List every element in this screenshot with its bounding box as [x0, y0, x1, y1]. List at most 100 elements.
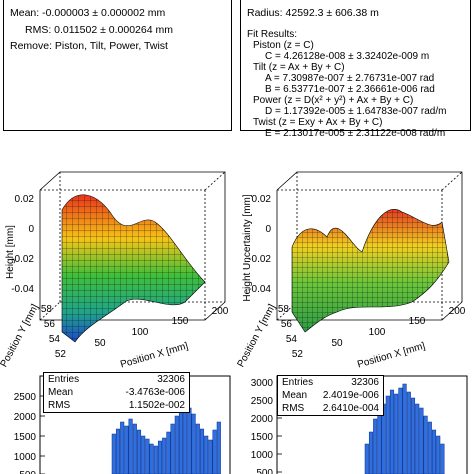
histogram-bar: [132, 423, 137, 474]
histogram-bar: [115, 428, 121, 474]
histogram-bar: [398, 387, 403, 474]
tilt-b: B = 6.53771e-007 ± 2.36661e-006 rad: [265, 84, 435, 95]
histogram-bar: [157, 440, 163, 474]
histogram-bar: [427, 421, 432, 474]
histogram-bar: [440, 443, 445, 474]
histogram-bar: [419, 407, 424, 474]
radius-text: Radius: 42592.3 ± 606.38 m: [247, 7, 379, 19]
x-axis-label: Position X [mm]: [356, 341, 427, 371]
y-tick: 1500: [251, 432, 274, 443]
histogram-right-canvas: 3000 2500 2000 1500 1000 500: [251, 375, 468, 474]
y-tick: 2500: [14, 392, 37, 403]
y-tick: 1000: [251, 450, 274, 461]
histogram-bar: [373, 418, 378, 474]
hist-stats-box: Entries 32306 Mean 2.4019e-006 RMS 2.641…: [277, 375, 384, 416]
z-axis-ticks: 0.02 0 -0.02 -0.04: [11, 194, 34, 295]
y-tick: 3000: [251, 378, 274, 389]
histogram-bar: [204, 435, 209, 474]
rms-value: 1.1502e-002: [128, 400, 185, 411]
z-tick: -0.02: [11, 254, 34, 265]
surface-mesh: [291, 209, 450, 333]
entries-label: Entries: [282, 377, 314, 388]
histogram-bar: [191, 413, 196, 474]
histogram-bar: [120, 421, 125, 474]
histogram-bar: [128, 418, 133, 474]
entries-value: 32306: [351, 377, 379, 388]
histogram-bar: [436, 435, 441, 474]
histogram-bar: [136, 429, 142, 474]
histogram-bar: [141, 435, 146, 474]
surface-plot-right: 0.02 0 -0.02 -0.04 Height Uncertainty [m…: [237, 171, 466, 371]
histogram-bar: [368, 431, 374, 474]
y-tick: 58: [278, 304, 290, 315]
histogram-bar: [111, 433, 116, 474]
histogram-bar: [410, 397, 416, 474]
histogram-bar: [145, 438, 150, 474]
surface-mesh: [61, 194, 206, 343]
histogram-bar: [170, 423, 175, 474]
histogram-bar: [377, 410, 382, 474]
rms-label: RMS: [282, 403, 305, 414]
mean-label: Mean: [48, 387, 74, 398]
y-tick: 56: [281, 319, 293, 330]
histogram-bar: [415, 403, 420, 474]
hist-y-ticks: 2500 2000 1500 1000 500: [14, 392, 37, 474]
mean-value: 2.4019e-006: [322, 390, 379, 401]
fit-results-header: Fit Results:: [247, 29, 298, 40]
y-tick: 58: [41, 304, 53, 315]
y-axis-ticks: 58 56 54 52: [41, 304, 67, 360]
y-tick: 56: [44, 319, 56, 330]
twist-e: E = 2.13017e-005 ± 2.31122e-008 rad/m: [265, 128, 446, 139]
entries-value: 32306: [157, 374, 185, 385]
z-axis-ticks: 0.02 0 -0.02 -0.04: [248, 194, 271, 295]
rms-value: 2.6410e-004: [322, 403, 379, 414]
histogram-bar: [153, 445, 158, 474]
histogram-bar: [216, 421, 221, 474]
histogram-bar: [178, 411, 184, 474]
y-tick: 2000: [251, 414, 274, 425]
power-d: D = 1.17392e-005 ± 1.64783e-007 rad/m: [265, 106, 447, 117]
y-tick: 500: [19, 470, 36, 474]
x-tick: 200: [212, 306, 229, 317]
histogram-bar: [199, 428, 205, 474]
piston-title: Piston (z = C): [253, 40, 314, 51]
entries-label: Entries: [48, 374, 80, 385]
histogram-bar: [149, 443, 154, 474]
hist-y-ticks: 3000 2500 2000 1500 1000 500: [251, 378, 274, 474]
z-tick: 0: [265, 224, 271, 235]
mean-label: Mean: [282, 390, 308, 401]
histogram-left-canvas: 2500 2000 1500 1000 500: [14, 375, 231, 474]
histogram-bar: [423, 415, 428, 474]
y-tick: 1500: [14, 432, 37, 443]
x-axis-ticks: 50 100 150 200: [94, 306, 228, 349]
z-axis-label: Height Uncertainty [mm]: [242, 194, 253, 301]
z-tick: 0: [28, 224, 34, 235]
histogram-bar: [394, 393, 399, 474]
x-tick: 100: [369, 327, 386, 338]
histogram-bar: [162, 437, 167, 474]
z-tick: 0.02: [15, 194, 35, 205]
remove-text: Remove: Piston, Tilt, Power, Twist: [10, 40, 168, 52]
x-tick: 150: [172, 316, 189, 327]
histogram-bar: [385, 395, 390, 474]
histogram-bar: [124, 425, 129, 474]
y-tick: 2000: [14, 412, 37, 423]
y-axis-ticks: 58 56 54 52: [278, 304, 304, 360]
x-axis-ticks: 50 100 150 200: [331, 306, 465, 349]
histogram-bar: [195, 423, 200, 474]
histogram-bar: [212, 429, 217, 474]
histogram-bar: [183, 403, 188, 474]
rms-label: RMS: [48, 400, 71, 411]
histogram-bar: [402, 383, 407, 474]
y-tick: 52: [55, 349, 67, 360]
y-tick: 2500: [251, 396, 274, 407]
twist-title: Twist (z = Exy + Ax + By + C): [253, 117, 383, 128]
histogram-bar: [208, 439, 213, 474]
x-tick: 100: [132, 327, 149, 338]
y-tick: 54: [49, 334, 61, 345]
z-tick: -0.04: [11, 284, 34, 295]
power-title: Power (z = D(x² + y²) + Ax + By + C): [253, 95, 414, 106]
stats-panel-left: Mean: -0.000003 ± 0.000002 mm RMS: 0.011…: [3, 0, 232, 131]
histogram-bar: [406, 391, 411, 474]
mean-value: -3.4763e-006: [125, 387, 186, 398]
